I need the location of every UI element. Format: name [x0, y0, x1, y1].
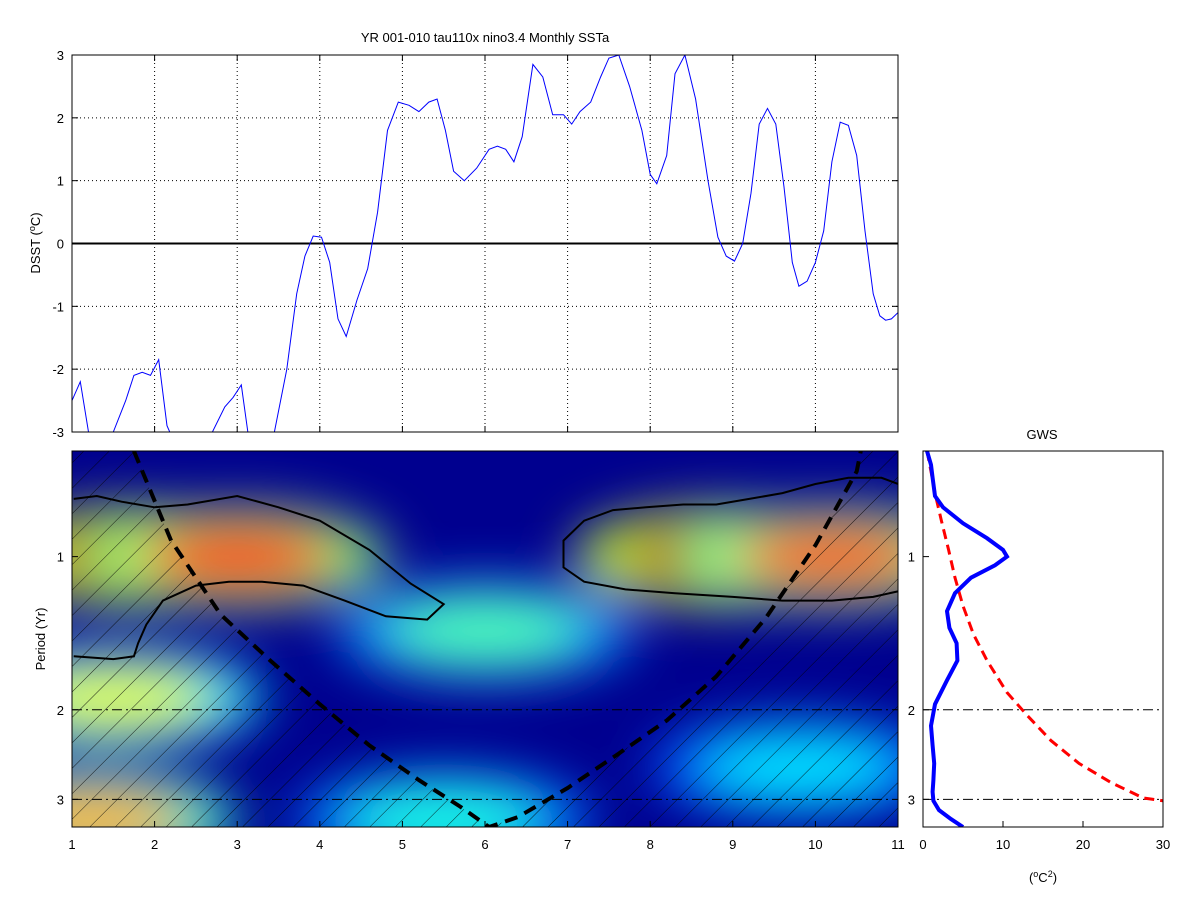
sst-ticks: 3 2 1 0 -1 -2 -3: [52, 48, 899, 440]
sst-title: YR 001-010 tau110x nino3.4 Monthly SSTa: [361, 30, 610, 45]
sst-y-tick-label: 3: [57, 48, 64, 63]
gws-ticks: 0 10 20 30 1 2 3: [908, 550, 1170, 852]
sst-ylabel: DSST (oC): [27, 212, 43, 273]
sst-y-tick-label: -2: [52, 362, 64, 377]
sst-series-line: [72, 55, 898, 432]
wavelet-x-tick-label: 5: [399, 837, 406, 852]
sst-y-tick-label: -3: [52, 425, 64, 440]
gws-x-tick-label: 0: [919, 837, 926, 852]
wavelet-x-tick-label: 4: [316, 837, 323, 852]
wavelet-reference-lines: [72, 709, 898, 800]
wavelet-x-tick-label: 11: [891, 837, 905, 852]
wavelet-x-tick-label: 9: [729, 837, 736, 852]
gws-x-tick-label: 20: [1076, 837, 1090, 852]
gws-power-line: [925, 451, 1010, 827]
wavelet-y-tick-label: 2: [57, 703, 64, 718]
gws-y-tick-label: 2: [908, 703, 915, 718]
sst-y-tick-label: 2: [57, 111, 64, 126]
significance-contour: [73, 494, 446, 661]
wavelet-x-tick-label: 6: [481, 837, 488, 852]
significance-contour: [562, 476, 898, 602]
wavelet-x-tick-label: 2: [151, 837, 158, 852]
cone-of-influence-line: [132, 451, 863, 827]
gws-y-tick-label: 1: [908, 550, 915, 565]
wavelet-x-tick-label: 1: [68, 837, 75, 852]
wavelet-y-tick-label: 3: [57, 792, 64, 807]
sst-y-tick-label: -1: [52, 299, 64, 314]
sst-panel: YR 001-010 tau110x nino3.4 Monthly SSTa …: [27, 30, 899, 440]
wavelet-x-tick-label: 3: [234, 837, 241, 852]
wavelet-x-tick-label: 8: [647, 837, 654, 852]
gws-significance-line: [925, 451, 1163, 803]
wavelet-y-tick-label: 1: [57, 550, 64, 565]
gws-panel: GWS 0 10 20 30 1 2 3 (oC2): [908, 427, 1170, 885]
wavelet-x-tick-label: 7: [564, 837, 571, 852]
gws-x-tick-label: 30: [1156, 837, 1170, 852]
gws-xlabel: (oC2): [1029, 869, 1057, 885]
gws-reference-lines: [923, 709, 1163, 800]
gws-title: GWS: [1026, 427, 1057, 442]
power-blob-core: [385, 598, 585, 663]
gws-x-tick-label: 10: [996, 837, 1010, 852]
sst-y-tick-label: 0: [57, 237, 64, 252]
gws-axes-frame: [922, 450, 1164, 828]
significance-contours: [73, 476, 898, 661]
gws-y-tick-label: 3: [908, 792, 915, 807]
sst-y-tick-label: 1: [57, 174, 64, 189]
wavelet-ylabel: Period (Yr): [33, 608, 48, 671]
wavelet-x-tick-label: 10: [808, 837, 822, 852]
cone-hatch: [72, 451, 898, 827]
